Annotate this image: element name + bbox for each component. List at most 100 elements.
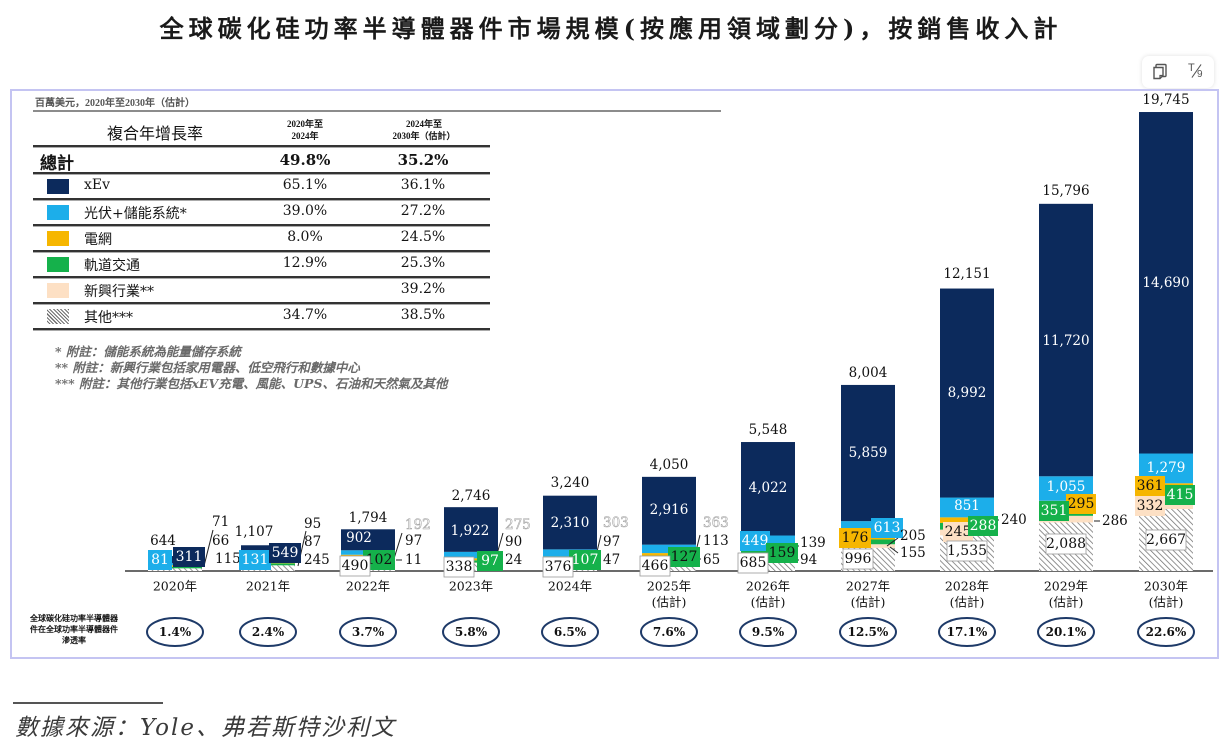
label-box [842, 548, 874, 570]
value-rail: 97 [481, 553, 499, 569]
value-grid: 361 [1137, 478, 1164, 494]
total-value: 2,746 [452, 488, 491, 504]
data-label-others: 996 [842, 548, 874, 570]
cagr-2024-2030: 35.2% [397, 151, 449, 169]
label-box [173, 547, 205, 567]
label-box [148, 550, 172, 570]
value-pv: 363 [703, 515, 729, 531]
data-label-xev: 2,916 [650, 502, 689, 518]
data-label-rail: 288 [968, 516, 998, 536]
data-label-pv: 81 [148, 550, 172, 570]
value-grid: 295 [1068, 496, 1095, 512]
data-label-emerging: 332 [1135, 496, 1165, 516]
oval-outline [541, 617, 599, 647]
data-label-rail: 107 [569, 550, 601, 570]
cagr-2024-2030: 27.2% [400, 203, 446, 219]
column-header-line: 2024年 [291, 131, 319, 141]
x-tick-note: (估計) [950, 595, 985, 610]
value-rail: 351 [1041, 503, 1068, 519]
legend-swatch-emerging [47, 283, 69, 298]
total-label: 644 [150, 533, 176, 549]
value-xev: 14,690 [1142, 275, 1189, 291]
x-tick-label: 2024年 [548, 579, 592, 594]
x-tick-label: 2030年 [1144, 579, 1188, 594]
bar-segment-xev [741, 442, 795, 536]
cagr-table-title: 複合年增長率 [106, 124, 203, 143]
label-box [477, 551, 503, 571]
penetration-value: 9.5% [752, 625, 785, 639]
x-tick-note: (估計) [1149, 595, 1184, 610]
data-label-grid: 95 [304, 516, 321, 532]
row-label: 新興行業** [84, 284, 154, 300]
value-grid: 90 [505, 534, 522, 550]
row-label: 軌道交通 [84, 258, 140, 274]
data-label-pv: 449 [740, 531, 770, 551]
label-box [1045, 533, 1087, 555]
table-row-rail: 軌道交通 12.9% 25.3% [33, 252, 490, 278]
table-row-emerging: 新興行業** 39.2% [33, 278, 490, 304]
label-box [1145, 529, 1187, 551]
oval-outline [239, 617, 297, 647]
value-others: 2,667 [1146, 532, 1186, 548]
footnote: *** 附註：其他行業包括xEV充電、風能、UPS、石油和天然氣及其他 [55, 376, 448, 391]
footnote: * 附註：儲能系統為能量儲存系統 [55, 344, 241, 359]
text-icon-top: T [1188, 62, 1195, 74]
legend-swatch-pv [47, 205, 69, 220]
penetration-label-line: 滲透率 [62, 636, 86, 645]
data-label-rail: 127 [668, 547, 700, 567]
value-emerging: 65 [703, 552, 720, 568]
column-header-line: 2020年至 [286, 119, 323, 129]
text-format-icon[interactable]: T 9 [1186, 61, 1208, 83]
data-label-others: 685 [737, 552, 769, 574]
x-tick-label: 2025年 [647, 579, 691, 594]
bar-segment-pv [940, 497, 994, 518]
value-pv: 851 [954, 498, 980, 514]
data-label-xev: 1,922 [451, 523, 490, 539]
penetration-oval: 17.1% [938, 617, 996, 647]
copy-icon[interactable] [1151, 63, 1169, 81]
label-box [443, 556, 475, 578]
value-emerging: 11 [405, 552, 422, 568]
value-rail: 288 [970, 518, 997, 534]
total-label: 12,151 [943, 266, 990, 282]
value-others: 338 [446, 559, 473, 575]
data-label-xev: 2,310 [551, 515, 590, 531]
bar-segment-xev [543, 495, 597, 550]
penetration-value: 12.5% [848, 625, 889, 639]
data-label-pv: 851 [954, 498, 980, 514]
label-box [943, 522, 973, 542]
data-label-pv: 192 [405, 517, 431, 534]
x-tick-label: 2029年 [1044, 579, 1088, 594]
x-tick-label: 2027年 [846, 579, 890, 594]
cagr-2020-2024: 49.8% [279, 151, 331, 169]
text-icon-bottom: 9 [1197, 69, 1203, 80]
data-label-xev: 11,720 [1042, 333, 1089, 349]
value-others: 685 [740, 555, 767, 571]
bar-segment-xev [444, 507, 498, 552]
total-label: 1,794 [349, 510, 388, 526]
value-emerging: 155 [900, 545, 926, 561]
total-value: 1,107 [235, 524, 274, 540]
data-label-grid: 90 [505, 534, 522, 550]
value-rail: 127 [671, 549, 698, 565]
bar-segment-xev [1039, 203, 1093, 477]
total-value: 15,796 [1042, 183, 1089, 199]
value-grid: 176 [842, 530, 869, 546]
data-label-emerging: 286 [1102, 513, 1128, 529]
data-label-grid: 361 [1135, 476, 1165, 496]
penetration-value: 17.1% [947, 625, 988, 639]
value-grid: 139 [800, 535, 826, 551]
penetration-value: 1.4% [159, 625, 192, 639]
divider [33, 110, 721, 112]
legend-swatch-grid [47, 231, 69, 246]
data-label-xev: 5,859 [849, 445, 888, 461]
penetration-value: 5.8% [455, 625, 488, 639]
data-label-xev: 4,022 [749, 480, 788, 496]
data-label-grid: 97 [405, 533, 422, 549]
bar-segment-pv [444, 551, 498, 559]
data-label-emerging: 65 [703, 552, 720, 568]
bar-segment-grid [940, 517, 994, 523]
value-grid: 97 [405, 533, 422, 549]
column-header-line: 2024年至 [405, 119, 442, 129]
data-label-grid: 295 [1066, 494, 1096, 514]
